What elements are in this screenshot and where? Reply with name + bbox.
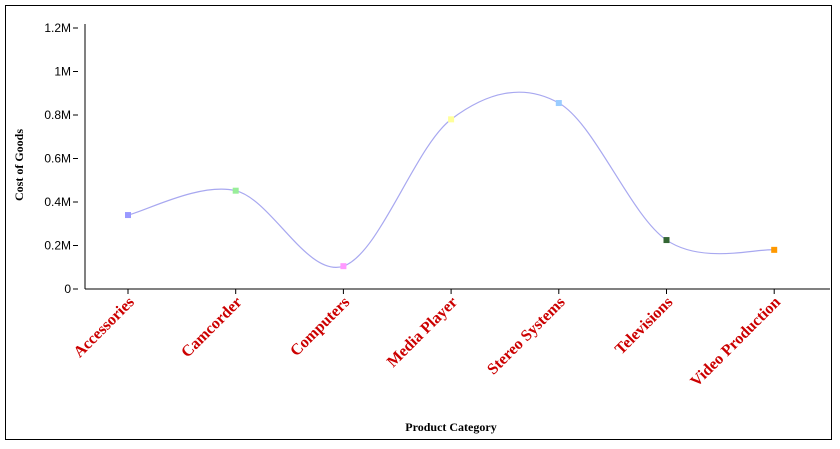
data-point [232, 187, 239, 194]
data-point [125, 212, 131, 219]
data-point [340, 263, 347, 270]
x-tick-label: Video Production [687, 294, 784, 391]
chart-frame [5, 5, 832, 440]
data-point [771, 246, 778, 253]
y-tick-label: 0.4M [44, 195, 71, 209]
y-axis: 0 0.2M 0.4M 0.6M 0.8M 1M 1.2M [44, 21, 86, 296]
x-tick-label: Computers [287, 294, 353, 360]
x-tick-label: Camcorder [178, 294, 245, 361]
x-tick-label: Stereo Systems [484, 294, 568, 378]
y-tick-label: 0 [64, 282, 71, 296]
x-tick-label: Televisions [612, 294, 676, 358]
y-tick-label: 0.2M [44, 239, 71, 253]
x-tick-label: Accessories [71, 294, 138, 361]
y-tick-label: 1.2M [44, 21, 71, 35]
x-axis-title: Product Category [405, 420, 496, 434]
data-point [555, 100, 562, 107]
y-axis-title: Cost of Goods [12, 129, 26, 201]
data-points [125, 100, 778, 270]
y-tick-label: 0.6M [44, 152, 71, 166]
x-tick-label: Media Player [384, 294, 461, 371]
y-tick-label: 0.8M [44, 108, 71, 122]
data-point [663, 237, 670, 244]
y-tick-label: 1M [54, 65, 71, 79]
data-point [448, 116, 455, 123]
x-axis: Accessories Camcorder Computers Media Playe… [71, 288, 830, 391]
